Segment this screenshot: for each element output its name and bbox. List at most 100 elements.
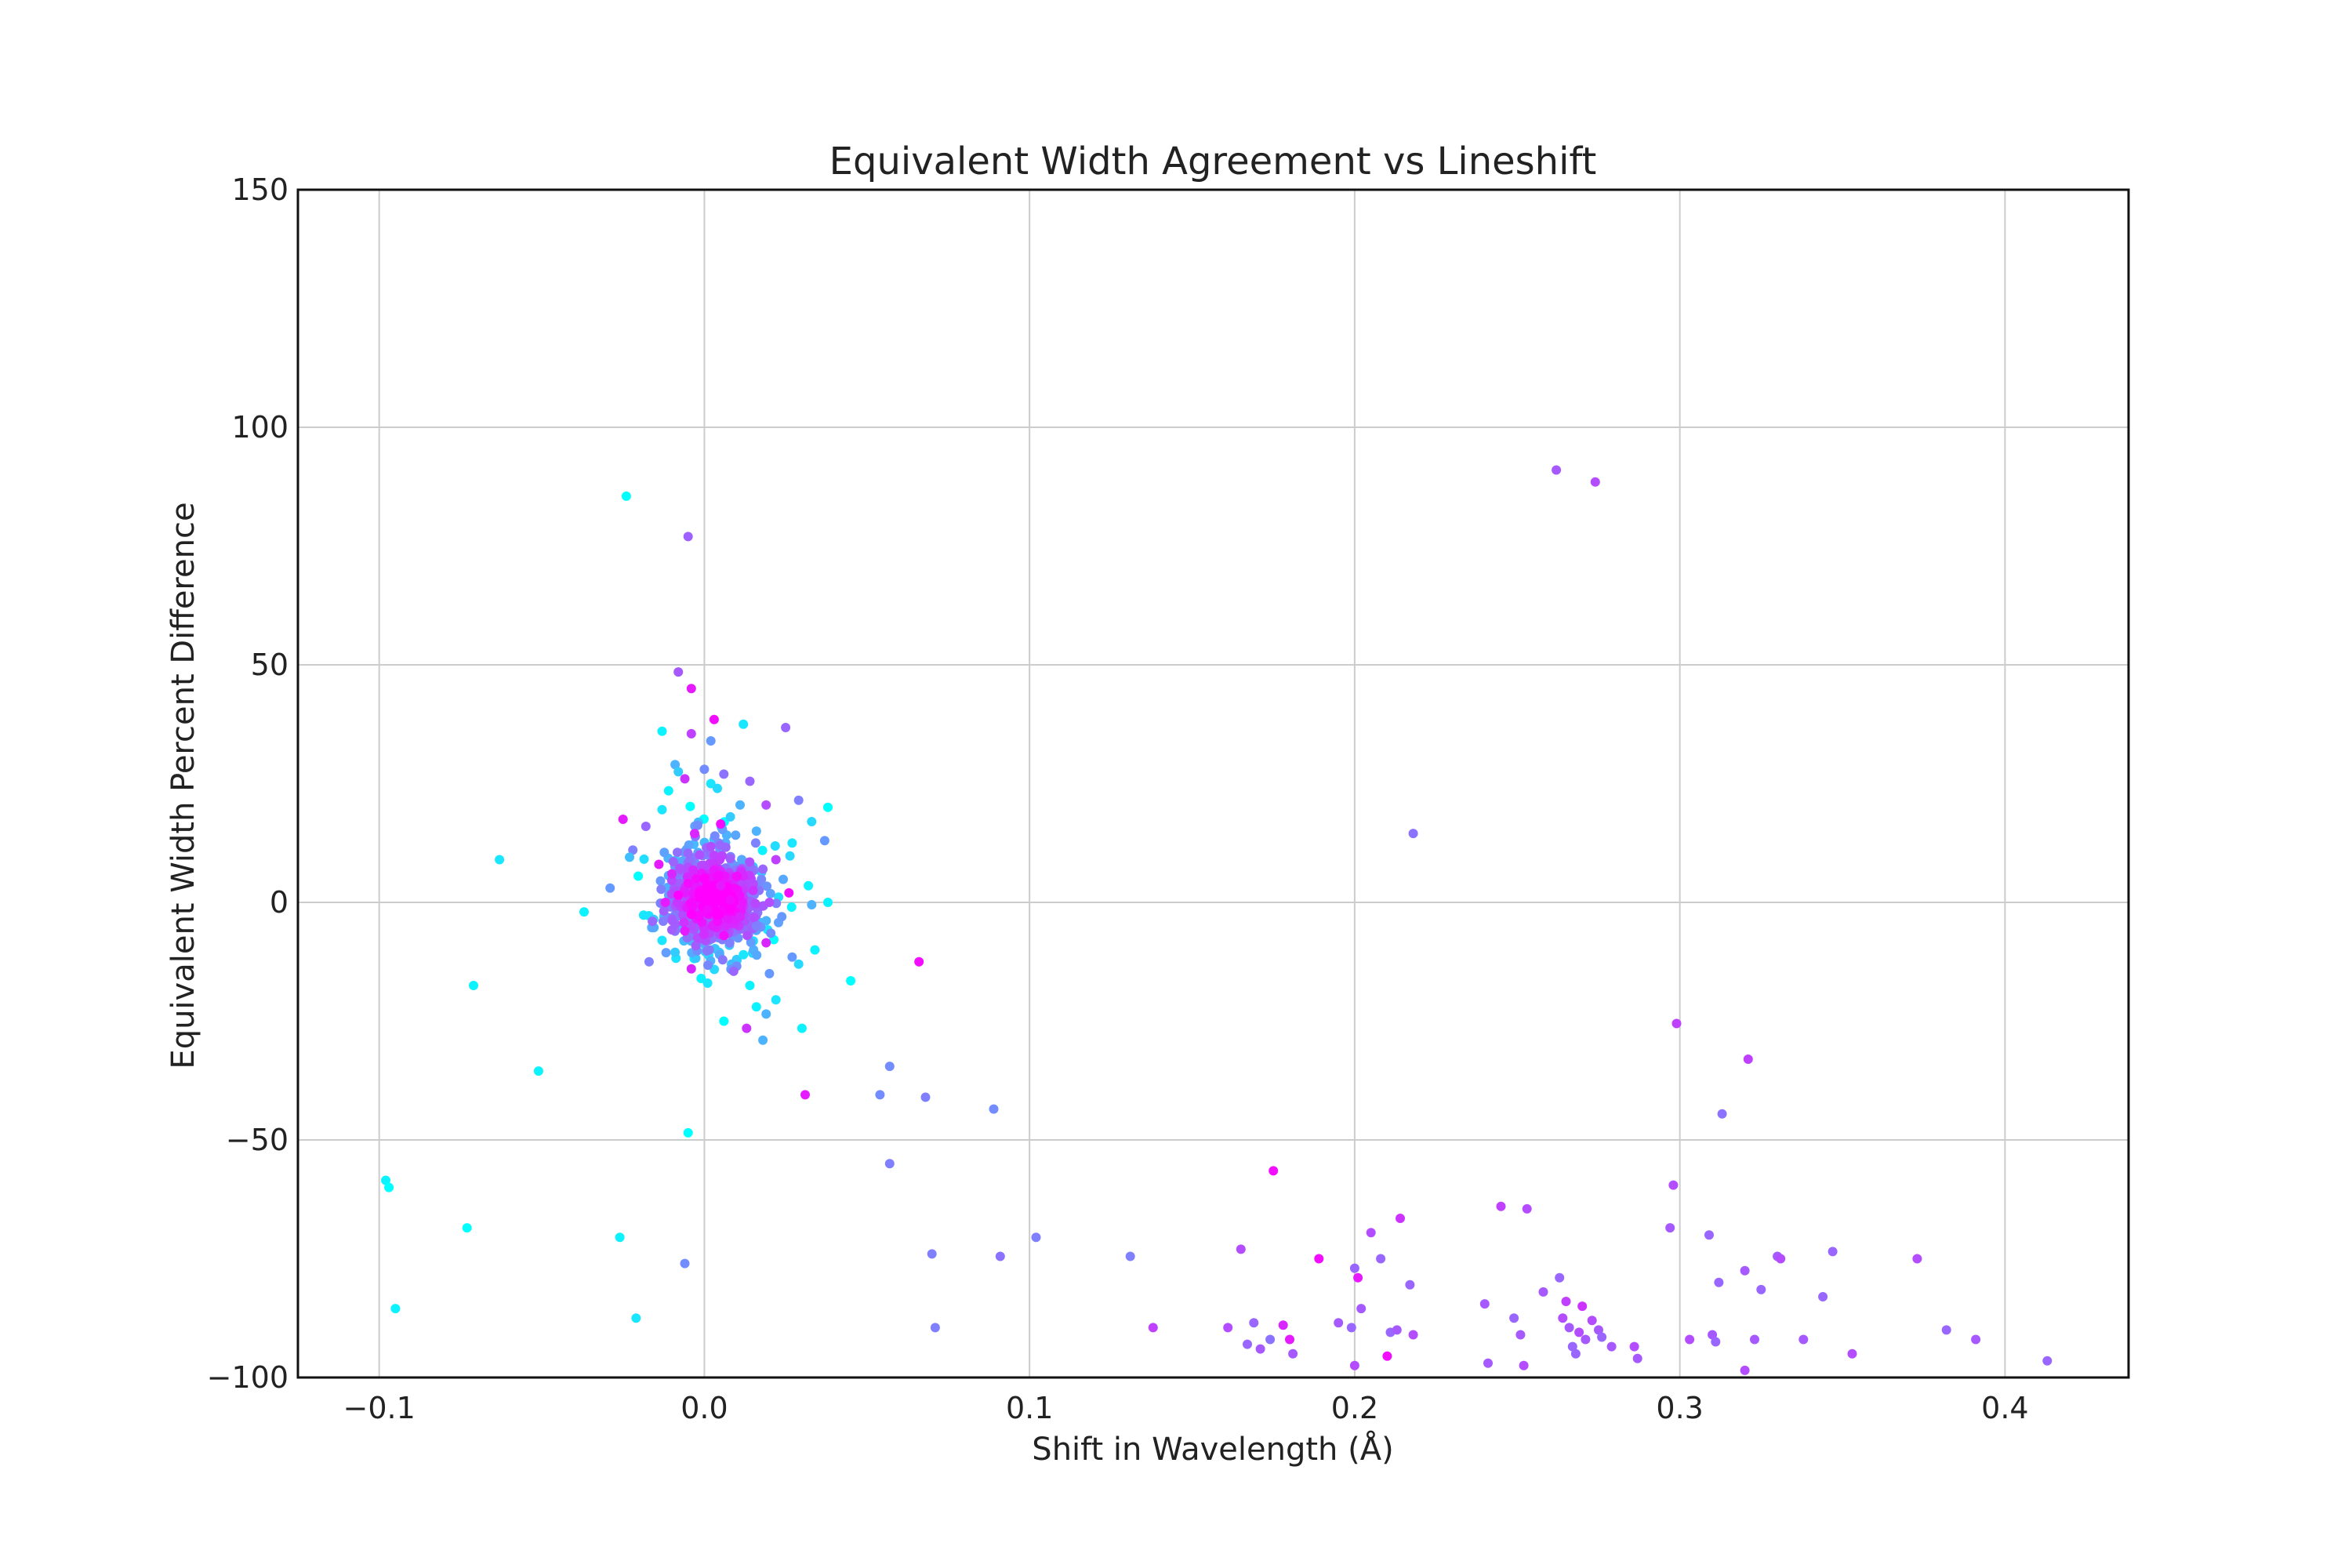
scatter-point: [793, 795, 804, 805]
scatter-point: [1756, 1284, 1766, 1294]
scatter-point: [739, 719, 749, 729]
scatter-point: [875, 1090, 885, 1100]
scatter-point: [995, 1251, 1005, 1261]
scatter-point: [719, 931, 729, 941]
y-tick-label: 50: [251, 648, 289, 682]
scatter-point: [1606, 1341, 1617, 1352]
y-tick-label: 150: [231, 172, 289, 207]
scatter-point: [702, 978, 713, 988]
scatter-point: [745, 776, 755, 786]
scatter-point: [1285, 1334, 1294, 1345]
scatter-point: [1685, 1334, 1695, 1345]
scatter-point: [927, 1249, 937, 1259]
scatter-point: [655, 876, 666, 886]
scatter-point: [723, 913, 733, 924]
scatter-point: [1632, 1353, 1642, 1363]
scatter-point: [625, 852, 634, 862]
scatter-point: [781, 723, 791, 732]
scatter-point: [673, 767, 684, 777]
scatter-point: [683, 878, 693, 888]
scatter-point: [807, 900, 817, 909]
scatter-point: [720, 842, 731, 852]
scatter-point: [1577, 1301, 1588, 1312]
scatter-point: [686, 684, 696, 694]
scatter-point: [1249, 1318, 1259, 1328]
scatter-point: [683, 848, 693, 858]
scatter-point: [686, 728, 696, 739]
scatter-point: [673, 667, 684, 677]
scatter-point: [673, 848, 682, 858]
grid-lines: [298, 189, 2129, 1378]
scatter-point: [1366, 1228, 1376, 1238]
scatter-point: [680, 926, 690, 936]
scatter-point: [719, 1016, 729, 1026]
scatter-point: [846, 976, 856, 985]
scatter-point: [644, 956, 654, 967]
scatter-point: [797, 1023, 807, 1033]
scatter-point: [661, 948, 671, 958]
scatter-point: [745, 857, 755, 867]
scatter-point: [1392, 1325, 1402, 1335]
scatter-point: [819, 836, 829, 846]
scatter-point: [1828, 1247, 1838, 1257]
scatter-point: [1288, 1348, 1298, 1359]
x-tick-label: 0.3: [1656, 1391, 1703, 1425]
scatter-point: [719, 769, 729, 779]
scatter-point: [1408, 829, 1418, 839]
scatter-point: [693, 912, 703, 922]
y-axis-ticks: −100 −50 0 50 100 150: [207, 172, 289, 1395]
scatter-point: [1396, 1214, 1405, 1223]
scatter-point: [1382, 1351, 1392, 1361]
scatter-point: [679, 917, 689, 927]
scatter-point: [1353, 1272, 1363, 1283]
scatter-point: [1278, 1320, 1288, 1330]
scatter-point: [680, 1258, 690, 1269]
scatter-point: [702, 946, 712, 956]
scatter-point: [668, 857, 678, 866]
scatter-point: [766, 928, 776, 938]
scatter-point: [663, 786, 673, 796]
scatter-point: [761, 800, 771, 810]
scatter-point: [686, 909, 696, 920]
scatter-point: [696, 974, 706, 983]
scatter-point: [1561, 1297, 1571, 1306]
scatter-point: [725, 854, 735, 864]
x-axis-ticks: −0.1 0.0 0.1 0.2 0.3 0.4: [343, 1391, 2029, 1425]
scatter-point: [1522, 1203, 1532, 1214]
scatter-point: [1714, 1277, 1724, 1287]
scatter-point: [731, 871, 742, 881]
scatter-point: [1750, 1334, 1759, 1345]
scatter-point: [666, 876, 677, 885]
scatter-point: [748, 885, 758, 895]
scatter-point: [659, 848, 670, 858]
scatter-point: [639, 854, 649, 864]
scatter-point: [787, 952, 797, 962]
scatter-point: [673, 898, 682, 907]
data-points: [381, 465, 2053, 1375]
scatter-point: [657, 804, 667, 815]
scatter-point: [680, 774, 690, 784]
scatter-point: [1376, 1254, 1386, 1264]
scatter-point: [683, 532, 693, 542]
scatter-point: [1567, 1341, 1577, 1352]
scatter-point: [1743, 1054, 1753, 1064]
scatter-point: [761, 1009, 771, 1019]
scatter-point: [750, 838, 760, 848]
scatter-point: [1587, 1316, 1597, 1326]
scatter-point: [1269, 1166, 1279, 1176]
scatter-point: [751, 826, 761, 837]
scatter-point: [742, 1023, 752, 1033]
scatter-point: [1740, 1365, 1750, 1375]
scatter-point: [757, 874, 767, 884]
scatter-point: [751, 1002, 761, 1012]
scatter-point: [628, 845, 638, 855]
scatter-point: [656, 884, 666, 895]
scatter-point: [716, 819, 726, 829]
scatter-point: [675, 863, 685, 873]
scatter-point: [757, 845, 768, 855]
scatter-point: [495, 855, 505, 865]
scatter-point: [670, 947, 681, 957]
scatter-point: [648, 916, 658, 927]
scatter-point: [1483, 1358, 1493, 1368]
scatter-point: [699, 873, 710, 884]
